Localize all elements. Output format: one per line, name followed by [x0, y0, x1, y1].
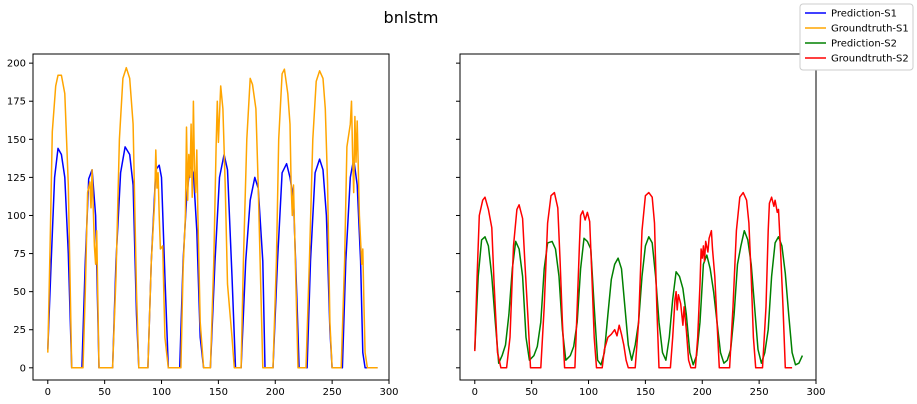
x-tick-label: 150	[209, 387, 228, 398]
series-line-groundtruth-s2	[474, 191, 793, 369]
y-tick-label: 25	[13, 325, 26, 336]
x-tick-label: 150	[636, 387, 655, 398]
series-line-prediction-s2	[474, 229, 804, 366]
y-tick-label: 150	[7, 135, 26, 146]
x-tick-label: 50	[98, 387, 111, 398]
y-tick-label: 125	[7, 173, 26, 184]
legend-label: Groundtruth-S1	[831, 24, 909, 35]
x-tick-label: 300	[379, 387, 398, 398]
x-tick-label: 100	[579, 387, 598, 398]
legend-label: Groundtruth-S2	[831, 54, 909, 65]
y-tick-label: 200	[7, 59, 26, 70]
legend: Prediction-S1 Groundtruth-S1 Prediction-S2…	[799, 3, 914, 71]
subplot-left: 0 50 100 150 200 250 300 0 25 50 75 100 125 150 175 20…	[7, 53, 399, 398]
x-tick-label: 200	[266, 387, 285, 398]
x-tick-label: 200	[693, 387, 712, 398]
x-tick-label: 0	[45, 387, 51, 398]
y-axis-left: 0 25 50 75 100 125 150 175 200	[7, 59, 33, 374]
series-line-groundtruth-s1	[47, 66, 378, 369]
subplot-right: 0 50 100 150 200 250 300	[456, 53, 826, 398]
legend-box	[799, 3, 914, 71]
y-tick-label: 175	[7, 97, 26, 108]
plot-area-right	[474, 191, 804, 369]
y-axis-right	[456, 62, 460, 369]
x-tick-label: 250	[323, 387, 342, 398]
y-tick-label: 75	[13, 249, 26, 260]
y-tick-label: 50	[13, 287, 26, 298]
x-tick-label: 300	[806, 387, 825, 398]
axes-frame-right	[459, 53, 817, 381]
x-tick-label: 50	[525, 387, 538, 398]
x-tick-label: 100	[152, 387, 171, 398]
figure-title: bnlstm	[384, 8, 439, 27]
x-tick-label: 0	[472, 387, 478, 398]
y-tick-label: 100	[7, 211, 26, 222]
x-axis-right: 0 50 100 150 200 250 300	[472, 380, 826, 398]
x-axis-left: 0 50 100 150 200 250 300	[45, 380, 399, 398]
axes-frame-left	[32, 53, 390, 381]
plot-area-left	[47, 66, 378, 369]
x-tick-label: 250	[750, 387, 769, 398]
y-tick-label: 0	[20, 363, 26, 374]
legend-label: Prediction-S2	[831, 39, 897, 50]
legend-label: Prediction-S1	[831, 9, 897, 20]
